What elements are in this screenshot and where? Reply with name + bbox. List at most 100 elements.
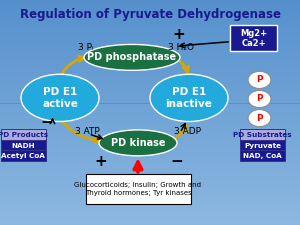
Bar: [0, 142, 300, 144]
Bar: [0, 160, 300, 162]
Bar: [0, 83, 300, 86]
Bar: [0, 45, 300, 47]
Bar: [0, 110, 300, 112]
Ellipse shape: [248, 110, 271, 127]
FancyBboxPatch shape: [1, 140, 46, 151]
Bar: [0, 207, 300, 209]
Bar: [0, 81, 300, 83]
Bar: [0, 218, 300, 220]
Bar: [0, 216, 300, 218]
Text: PD E1
active: PD E1 active: [42, 87, 78, 109]
Bar: [0, 140, 300, 142]
Bar: [0, 182, 300, 184]
Text: Glucocorticoids; Insulin; Growth and
Thyroid hormones; Tyr kinases: Glucocorticoids; Insulin; Growth and Thy…: [74, 182, 202, 196]
Bar: [0, 32, 300, 34]
Text: PD E1
inactive: PD E1 inactive: [166, 87, 212, 109]
Bar: [0, 187, 300, 189]
Bar: [0, 88, 300, 90]
Bar: [0, 112, 300, 115]
Text: 3 Pᵢ: 3 Pᵢ: [78, 43, 93, 52]
Bar: [0, 63, 300, 65]
Ellipse shape: [21, 74, 99, 122]
Bar: [0, 11, 300, 13]
Text: 3 ADP: 3 ADP: [174, 127, 201, 136]
Bar: [0, 0, 300, 2]
Bar: [0, 209, 300, 211]
Bar: [0, 29, 300, 32]
Bar: [0, 106, 300, 108]
Bar: [0, 40, 300, 43]
Bar: [0, 4, 300, 7]
Text: PD Products: PD Products: [0, 132, 49, 138]
Bar: [0, 92, 300, 94]
Bar: [0, 122, 300, 124]
Text: +: +: [172, 27, 185, 42]
Bar: [0, 16, 300, 18]
Bar: [0, 151, 300, 153]
FancyBboxPatch shape: [85, 174, 190, 204]
Bar: [0, 119, 300, 122]
Bar: [0, 58, 300, 61]
Bar: [0, 146, 300, 148]
Bar: [0, 191, 300, 194]
Bar: [0, 50, 300, 52]
Ellipse shape: [150, 74, 228, 122]
Text: Regulation of Pyruvate Dehydrogenase: Regulation of Pyruvate Dehydrogenase: [20, 8, 281, 21]
Text: +: +: [94, 155, 107, 169]
Bar: [0, 104, 300, 106]
Bar: [0, 164, 300, 166]
Bar: [0, 162, 300, 164]
FancyBboxPatch shape: [1, 150, 46, 162]
Bar: [0, 99, 300, 101]
Bar: [0, 101, 300, 104]
Text: PD phosphatase: PD phosphatase: [87, 52, 177, 62]
Bar: [0, 196, 300, 198]
Bar: [0, 153, 300, 155]
FancyBboxPatch shape: [1, 130, 46, 141]
Bar: [0, 155, 300, 158]
Bar: [0, 117, 300, 119]
Ellipse shape: [84, 45, 180, 70]
Bar: [0, 124, 300, 126]
Bar: [0, 65, 300, 68]
Bar: [0, 212, 300, 214]
Bar: [0, 68, 300, 70]
Bar: [0, 14, 300, 16]
Bar: [0, 74, 300, 76]
Text: NAD, CoA: NAD, CoA: [243, 153, 282, 159]
Bar: [0, 47, 300, 50]
Bar: [0, 200, 300, 202]
Text: P: P: [256, 114, 263, 123]
Bar: [0, 128, 300, 130]
Bar: [0, 70, 300, 72]
Bar: [0, 166, 300, 169]
FancyBboxPatch shape: [240, 130, 285, 141]
Bar: [0, 2, 300, 4]
Bar: [0, 9, 300, 11]
Bar: [0, 205, 300, 207]
Text: P: P: [256, 75, 263, 84]
Text: PD kinase: PD kinase: [111, 138, 165, 148]
Ellipse shape: [248, 71, 271, 88]
Bar: [0, 43, 300, 45]
Bar: [0, 178, 300, 180]
Bar: [0, 194, 300, 196]
Bar: [0, 76, 300, 79]
Bar: [0, 158, 300, 160]
Bar: [0, 36, 300, 38]
Text: −: −: [171, 155, 183, 169]
Text: −: −: [40, 115, 53, 130]
FancyBboxPatch shape: [240, 140, 285, 151]
Bar: [0, 133, 300, 135]
Ellipse shape: [248, 90, 271, 108]
Bar: [0, 176, 300, 178]
Bar: [0, 34, 300, 36]
Bar: [0, 38, 300, 40]
Text: 3 H₂O: 3 H₂O: [169, 43, 194, 52]
Bar: [0, 171, 300, 173]
Bar: [0, 130, 300, 133]
Bar: [0, 52, 300, 54]
Text: 3 ATP: 3 ATP: [75, 127, 99, 136]
Bar: [0, 184, 300, 187]
Bar: [0, 7, 300, 9]
